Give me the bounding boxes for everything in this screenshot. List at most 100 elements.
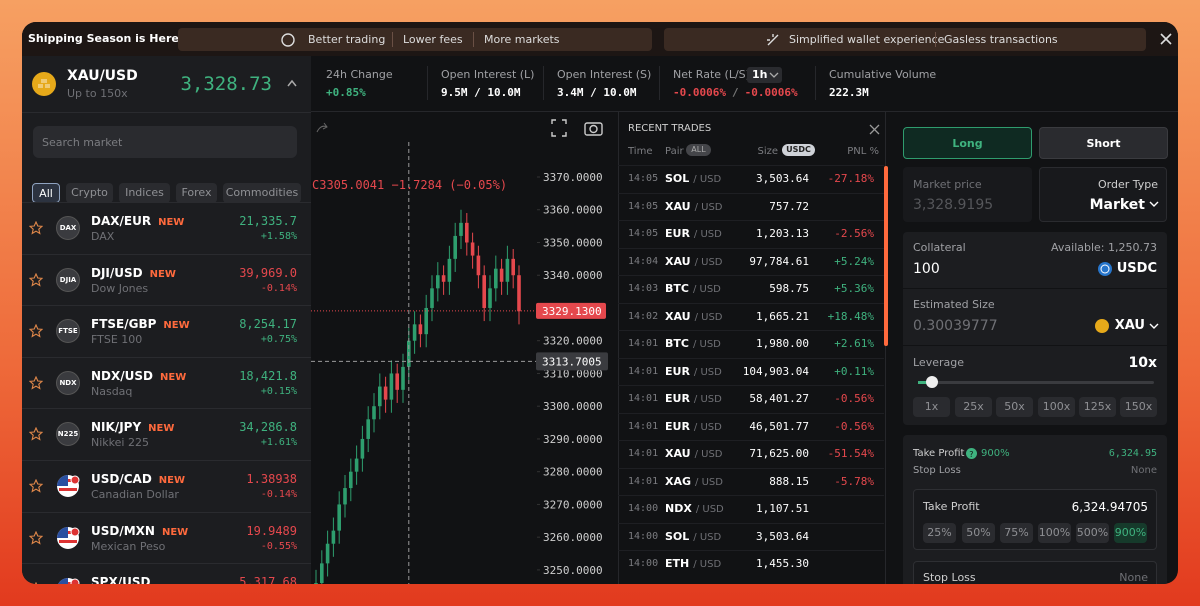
search-box[interactable] xyxy=(33,126,297,158)
trade-pair: XAU / USD xyxy=(665,254,723,271)
close-button-svg xyxy=(1160,33,1172,45)
tp-option[interactable]: 50% xyxy=(962,523,995,543)
market-change: +1.58% xyxy=(260,231,297,242)
app-window: Shipping Season is Here 🇺🇸 Better trading… xyxy=(22,22,1178,584)
trade-pnl: -5.78% xyxy=(834,474,874,488)
market-title: USD/CAD NEW xyxy=(91,471,185,489)
candle-body xyxy=(320,563,324,584)
flag-icon xyxy=(56,526,80,550)
row-divider xyxy=(22,253,311,255)
favorite-star-svg xyxy=(28,323,44,338)
leverage-option[interactable]: 25x xyxy=(955,397,992,417)
filter-chip[interactable]: All xyxy=(32,183,60,203)
camera-lens xyxy=(589,124,598,134)
market-price: 5,317.68 xyxy=(239,575,297,584)
divider xyxy=(903,345,1167,346)
candle-body xyxy=(441,275,446,282)
chevron-svg xyxy=(1149,323,1159,329)
tp-option[interactable]: 500% xyxy=(1076,523,1109,543)
flag-icon xyxy=(56,474,80,498)
redo-icon xyxy=(316,122,328,133)
trade-pnl: +5.36% xyxy=(834,282,874,295)
trades-title: RECENT TRADES xyxy=(628,123,712,134)
candle-body xyxy=(453,235,457,259)
trade-pair: NDX / USD xyxy=(665,501,724,518)
feature-pill xyxy=(178,28,652,51)
favorite-star xyxy=(28,220,44,235)
filter-chip[interactable]: Commodities xyxy=(223,183,301,203)
pair-base: SOL xyxy=(665,172,690,185)
market-price: 21,335.7 xyxy=(239,214,297,228)
market-price: 3,328.73 xyxy=(180,73,272,95)
svg-text:?: ? xyxy=(969,450,973,459)
filter-chip[interactable]: Crypto xyxy=(66,183,113,203)
favorite-star-svg xyxy=(28,427,44,442)
candle-body xyxy=(465,222,469,243)
leverage-option[interactable]: 100x xyxy=(1038,397,1075,417)
tp-option[interactable]: 900% xyxy=(1114,523,1147,543)
tp-pct: 900% xyxy=(981,448,1010,459)
market-icon-text: N225 xyxy=(57,430,79,439)
market-symbol: USD/MXN xyxy=(91,523,155,538)
col-pair: Pair xyxy=(665,146,684,157)
sl-input-label: Stop Loss xyxy=(923,571,976,584)
candle-body xyxy=(447,258,452,282)
market-change: +0.75% xyxy=(260,334,297,346)
market-title: FTSE/GBP NEW xyxy=(91,316,190,334)
market-name: Nikkei 225 xyxy=(91,436,149,450)
stat-number: +0.85% xyxy=(326,86,366,99)
market-price: 18,421.8 xyxy=(239,368,297,383)
interval: 1h xyxy=(752,68,768,81)
pair-quote: / USD xyxy=(694,201,723,213)
stat-value: 3.4M / 10.0M xyxy=(557,85,636,101)
pair-base: XAU xyxy=(665,447,691,460)
sl-input: None xyxy=(1119,571,1148,584)
market-name: Dow Jones xyxy=(91,281,149,295)
separator xyxy=(543,66,544,100)
leverage-option[interactable]: 150x xyxy=(1120,397,1157,417)
leverage-option[interactable]: 1x xyxy=(913,397,950,417)
order-type-box[interactable] xyxy=(1039,167,1167,222)
stat-label: Cumulative Volume xyxy=(829,68,937,81)
tp-option[interactable]: 25% xyxy=(923,523,956,543)
trade-divider xyxy=(618,385,884,386)
candle-body xyxy=(314,583,318,584)
stat-value: +0.85% xyxy=(326,85,366,101)
col-size: Size xyxy=(757,146,778,157)
input-group xyxy=(903,232,1167,425)
market-change: +1.61% xyxy=(260,437,297,449)
new-badge: NEW xyxy=(163,320,190,332)
market-symbol: NIK/JPY xyxy=(91,420,142,435)
pair-filter[interactable]: ALL xyxy=(686,144,711,156)
short-button[interactable]: Short xyxy=(1039,127,1168,159)
close-button[interactable] xyxy=(1159,32,1173,46)
candle-body xyxy=(354,458,359,472)
pair-quote: / USD xyxy=(693,394,722,405)
filter-chip[interactable]: Forex xyxy=(176,183,217,203)
trade-pair: XAG / USD xyxy=(665,474,723,491)
xau-small-icon xyxy=(1095,319,1109,333)
favorite-star xyxy=(28,478,44,493)
slider-knob[interactable] xyxy=(926,376,939,388)
market-price: 8,254.17 xyxy=(239,317,297,332)
trade-divider xyxy=(618,192,884,194)
long-button[interactable]: Long xyxy=(903,127,1032,159)
tp-option[interactable]: 100% xyxy=(1038,523,1071,543)
leverage-option[interactable]: 50x xyxy=(996,397,1033,417)
market-icon xyxy=(56,216,80,240)
scrollbar xyxy=(884,166,888,346)
available: Available: 1,250.73 xyxy=(1051,241,1157,254)
filter-chip[interactable]: Indices xyxy=(119,183,170,203)
chevron xyxy=(1149,200,1159,208)
trade-divider xyxy=(618,357,884,359)
last-price-label: 3329.1300 xyxy=(542,305,602,318)
price-chart: 3370.00003360.00003350.00003340.00003330… xyxy=(311,112,618,584)
leverage-option[interactable]: 125x xyxy=(1079,397,1116,417)
interval-select[interactable] xyxy=(747,67,782,83)
row-divider xyxy=(22,356,311,358)
tp-option[interactable]: 75% xyxy=(1000,523,1033,543)
trade-pnl: -0.56% xyxy=(834,419,874,433)
order-type-value: Market xyxy=(1089,197,1145,213)
favorite-star xyxy=(28,272,44,287)
tp-input: 6,324.94705 xyxy=(1071,500,1148,514)
